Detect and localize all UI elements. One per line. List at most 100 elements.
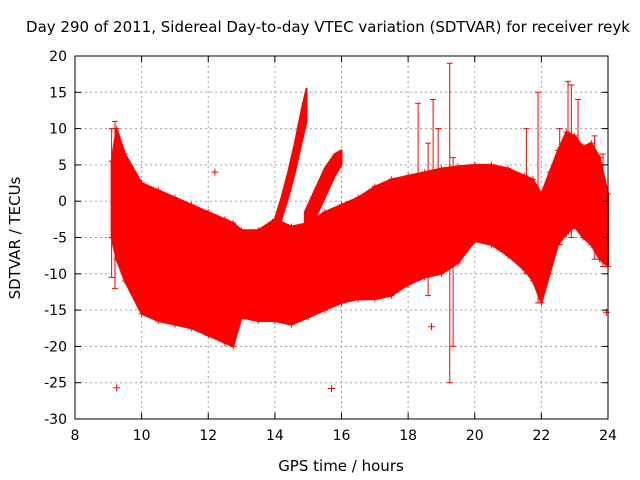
x-tick-label: 8 [71,428,80,444]
band-edge-point [546,169,553,176]
error-bar [568,84,575,238]
band-edge-point [596,154,603,161]
band-edge-point [405,281,412,288]
band-edge-point [588,140,595,147]
band-edge-point [338,299,345,306]
band-edge-point [355,194,362,201]
y-tick-label: -15 [44,303,67,319]
band-edge-point [355,296,362,303]
band-edge-point [455,163,462,170]
band-edge-point [488,161,495,168]
outlier-point [211,168,219,176]
band-edge-point [371,183,378,190]
error-bar [425,142,432,297]
band-edge-point [580,143,587,150]
error-bar [575,99,582,224]
band-edge-point [230,219,237,226]
x-tick-label: 10 [133,428,151,444]
band-edge-point [205,332,212,339]
band-edge-point [563,230,570,237]
band-edge-point [255,317,262,324]
band-edge-point [505,252,512,259]
x-tick-label: 12 [199,428,217,444]
error-bar [450,157,457,347]
band-edge-point [488,241,495,248]
band-edge-point [471,161,478,168]
band-edge-point [471,238,478,245]
band-edge-point [305,219,312,226]
y-tick-label: 5 [58,158,67,174]
error-bar [591,135,598,260]
x-tick-label: 20 [466,428,484,444]
error-bar [446,62,453,384]
y-tick-label: 0 [58,194,67,210]
band-edge-point [571,132,578,139]
y-tick-label: 20 [49,49,67,65]
band-edge-point [288,223,295,230]
y-tick-label: -5 [53,231,67,247]
band-edge-point [221,216,228,223]
band-edge-point [338,201,345,208]
error-bar [415,102,422,238]
error-bar [556,128,563,246]
x-tick-label: 14 [266,428,284,444]
data-series [108,62,611,393]
band-edge-point [188,325,195,332]
band-edge-point [230,343,237,350]
series-band-second-arc [303,149,343,239]
band-edge-point [155,317,162,324]
axis-ticks: 8 10 12 14 16 18 20 22 24 -30 -25 -20 -15 -10 -5 0 5 10 15… [44,49,617,444]
error-bar [523,128,530,275]
y-tick-label: -20 [44,339,67,355]
band-edge-point [255,227,262,234]
x-tick-label: 16 [333,428,351,444]
band-edge-point [588,241,595,248]
y-tick-label: -30 [44,412,67,428]
band-edge-point [271,216,278,223]
x-tick-label: 18 [399,428,417,444]
x-tick-label: 24 [599,428,617,444]
outlier-point [328,385,336,393]
band-edge-point [171,194,178,201]
band-edge-point [321,209,328,216]
error-bar [565,80,572,217]
band-edge-point [421,274,428,281]
outlier-point [427,323,435,331]
band-edge-point [155,187,162,194]
error-bar [600,153,607,268]
error-bar [108,128,115,278]
band-edge-point [188,201,195,208]
x-axis-label: GPS time / hours [278,457,404,475]
band-edge-point [205,209,212,216]
band-edge-point [505,165,512,172]
band-edge-point [121,151,128,158]
band-edge-point [121,278,128,285]
band-edge-point [321,307,328,314]
band-edge-point [421,169,428,176]
band-edge-point [238,314,245,321]
band-edge-point [405,172,412,179]
band-edge-point [538,190,545,197]
band-edge-point [138,310,145,317]
band-edge-point [171,321,178,328]
band-edge-point [221,339,228,346]
band-edge-point [530,278,537,285]
band-edge-point [371,296,378,303]
band-edge-point [388,292,395,299]
error-bar [111,120,118,289]
chart-title: Day 290 of 2011, Sidereal Day-to-day VTE… [26,18,630,36]
band-edge-point [288,321,295,328]
y-tick-label: 10 [49,122,67,138]
band-edge-point [530,176,537,183]
y-axis-label: SDTVAR / TECUs [6,176,24,299]
band-edge-point [271,317,278,324]
band-edge-point [138,180,145,187]
error-bar [430,99,437,224]
outlier-point [113,384,121,392]
band-edge-point [238,227,245,234]
band-edge-point [546,270,553,277]
band-edge-point [305,314,312,321]
series-band-rising-arc [267,87,308,246]
x-tick-label: 22 [532,428,550,444]
